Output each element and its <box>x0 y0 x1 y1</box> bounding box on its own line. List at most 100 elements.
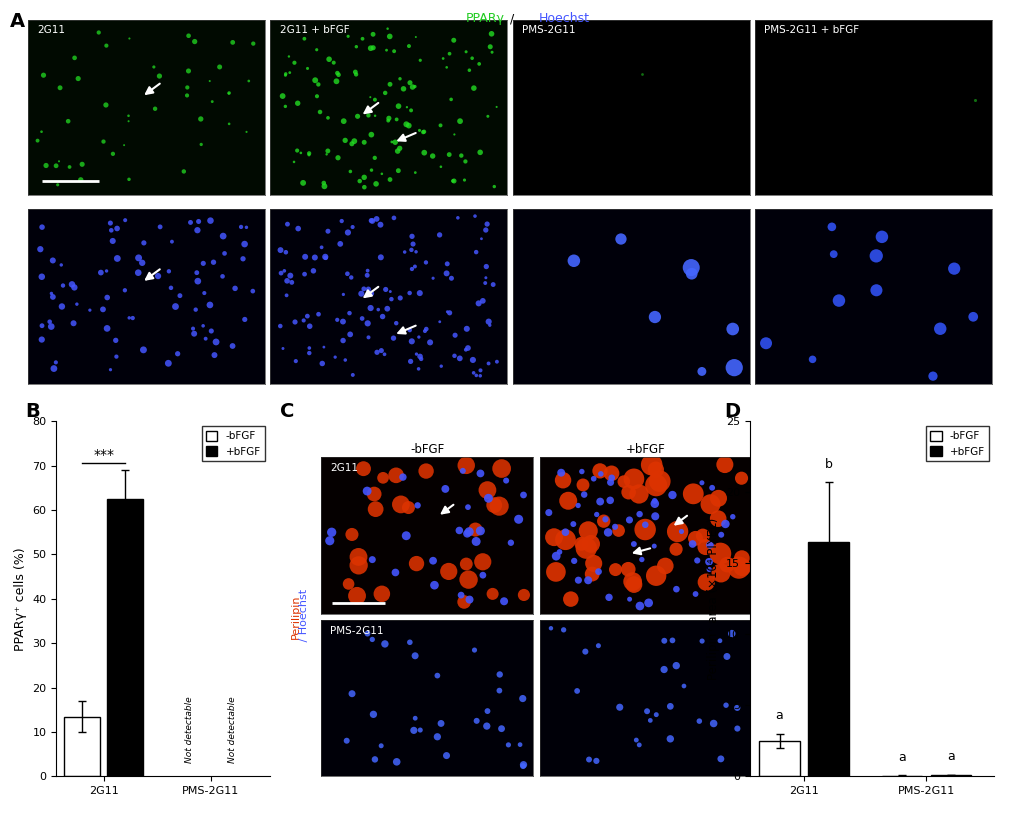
Point <box>367 109 383 122</box>
Point <box>163 281 179 294</box>
Point <box>354 312 370 325</box>
Point <box>313 240 329 254</box>
Point <box>646 497 662 510</box>
Point <box>433 359 449 373</box>
Point <box>701 539 717 552</box>
Point <box>931 322 948 335</box>
Point <box>468 535 484 548</box>
Point <box>307 251 323 264</box>
Point <box>458 458 474 472</box>
Y-axis label: PPARγ⁺ cells (%): PPARγ⁺ cells (%) <box>13 547 26 651</box>
Point <box>566 254 582 268</box>
Point <box>363 128 379 141</box>
Point <box>591 464 607 477</box>
Bar <box>107 499 143 776</box>
Point <box>390 164 407 178</box>
Point <box>401 287 418 300</box>
Point <box>397 117 414 131</box>
Point <box>245 37 261 50</box>
Point <box>161 264 177 278</box>
Point <box>411 330 427 344</box>
Point <box>601 494 618 507</box>
Point <box>472 145 488 159</box>
Point <box>385 45 401 58</box>
Text: PPARγ: PPARγ <box>466 12 504 26</box>
Point <box>455 173 472 187</box>
Point <box>580 753 596 767</box>
Point <box>390 100 407 113</box>
Point <box>34 270 50 283</box>
Point <box>308 43 324 56</box>
Point <box>283 276 300 289</box>
Point <box>702 497 718 510</box>
Point <box>486 499 502 512</box>
Point <box>379 22 395 36</box>
Point <box>410 363 426 376</box>
Point <box>445 34 462 47</box>
Point <box>180 64 197 78</box>
Point <box>120 173 137 186</box>
Point <box>733 472 749 485</box>
Point <box>723 510 740 524</box>
Point <box>350 550 366 563</box>
Point <box>34 319 50 332</box>
Point <box>236 313 253 326</box>
Point <box>396 245 413 259</box>
Point <box>53 259 69 272</box>
Point <box>380 112 396 125</box>
Point <box>378 44 394 57</box>
Point <box>54 300 70 313</box>
Point <box>367 752 383 766</box>
Point <box>473 232 489 245</box>
Point <box>464 51 480 64</box>
Point <box>380 114 396 127</box>
Point <box>485 278 501 291</box>
Point <box>459 322 475 335</box>
Point <box>274 89 290 102</box>
Point <box>873 230 890 244</box>
Point <box>585 472 601 486</box>
Point <box>336 134 353 147</box>
Point <box>286 316 303 329</box>
Point <box>412 350 428 363</box>
Point <box>655 663 672 676</box>
Point <box>93 266 109 279</box>
Point <box>458 558 474 571</box>
Point <box>403 104 419 117</box>
Point <box>413 353 429 366</box>
Point <box>729 722 745 735</box>
Point <box>329 313 345 326</box>
Point <box>404 80 420 93</box>
Point <box>457 154 473 168</box>
Point <box>98 39 114 52</box>
Bar <box>758 741 799 776</box>
Point <box>391 142 408 155</box>
Point <box>65 316 82 330</box>
Point <box>82 303 98 316</box>
Point <box>417 325 433 338</box>
Point <box>399 501 416 514</box>
Point <box>401 636 418 649</box>
Legend: -bFGF, +bFGF: -bFGF, +bFGF <box>925 426 988 461</box>
Point <box>461 525 477 539</box>
Point <box>442 93 459 106</box>
Point <box>72 173 89 187</box>
Point <box>338 734 355 748</box>
Point <box>661 732 678 745</box>
Point <box>364 553 380 566</box>
Point <box>206 349 222 362</box>
Point <box>363 287 379 300</box>
Bar <box>64 716 100 776</box>
Point <box>221 87 237 100</box>
Point <box>341 328 358 341</box>
Point <box>422 336 438 349</box>
Point <box>415 126 431 139</box>
Point <box>437 482 453 496</box>
Point <box>356 135 372 149</box>
Point <box>711 547 728 560</box>
Point <box>215 230 231 243</box>
Point <box>124 311 141 325</box>
Point <box>631 600 647 613</box>
Text: a: a <box>947 750 954 763</box>
Point <box>667 543 684 556</box>
